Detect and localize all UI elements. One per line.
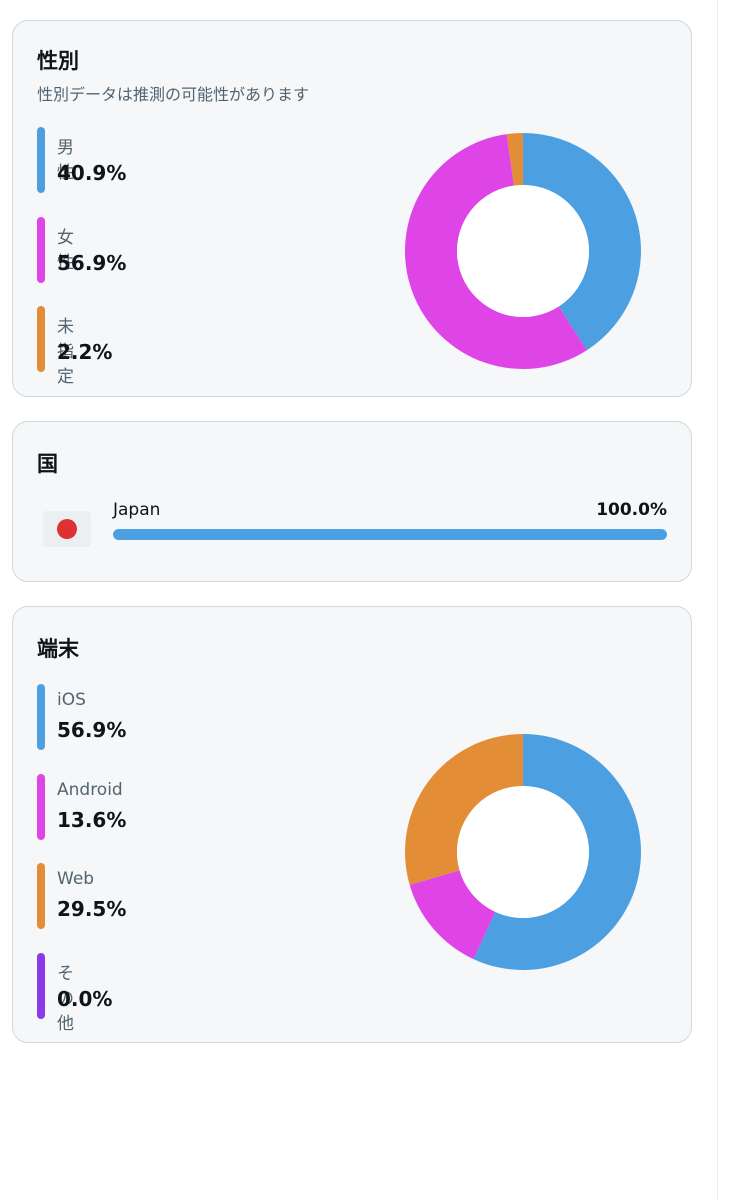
device-legend-item: Android 13.6% bbox=[37, 773, 126, 840]
gender-legend-color-bar bbox=[37, 127, 45, 193]
gender-card: 性別 性別データは推測の可能性があります 男性 40.9% 女性 56.9% 未指定 2.… bbox=[12, 20, 692, 397]
right-divider bbox=[717, 0, 718, 1200]
gender-subtitle: 性別データは推測の可能性があります bbox=[37, 85, 310, 104]
device-legend-color-bar bbox=[37, 863, 45, 929]
device-legend-label: Web bbox=[57, 869, 95, 889]
gender-slice-1 bbox=[523, 133, 641, 351]
gender-title: 性別 bbox=[37, 49, 79, 73]
gender-slice-2 bbox=[405, 134, 587, 369]
gender-legend-label: 男性 bbox=[57, 138, 74, 183]
gender-legend-value: 2.2% bbox=[57, 340, 113, 364]
device-slice-1 bbox=[473, 734, 641, 970]
gender-legend-color-bar bbox=[37, 216, 45, 283]
device-legend-color-bar bbox=[37, 684, 45, 750]
flag-circle bbox=[57, 519, 77, 539]
gender-legend-label: 未指定 bbox=[57, 317, 74, 387]
device-legend-item: iOS 56.9% bbox=[37, 684, 126, 750]
device-slice-3 bbox=[405, 734, 523, 885]
device-legend-value: 13.6% bbox=[57, 807, 127, 832]
gender-legend-value: 40.9% bbox=[57, 161, 127, 185]
gender-legend: 男性 40.9% 女性 56.9% 未指定 2.2% bbox=[37, 127, 126, 396]
device-slice-2 bbox=[409, 870, 496, 960]
gender-legend-color-bar bbox=[37, 306, 45, 372]
gender-donut-chart bbox=[405, 133, 641, 369]
gender-slice-3 bbox=[506, 133, 523, 186]
gender-legend-item: 女性 56.9% bbox=[37, 216, 126, 283]
gender-legend-item: 男性 40.9% bbox=[37, 127, 126, 193]
device-donut-hole bbox=[457, 786, 589, 918]
device-legend-label: その他 bbox=[57, 963, 74, 1034]
country-title: 国 bbox=[37, 452, 58, 476]
device-card: 端末 iOS 56.9% Android 13.6% Web 29.5% その他 0.0% bbox=[12, 606, 692, 1043]
device-legend-value: 29.5% bbox=[57, 897, 127, 921]
gender-legend-value: 56.9% bbox=[57, 250, 127, 275]
device-legend-label: Android bbox=[57, 779, 123, 800]
device-legend-label: iOS bbox=[57, 690, 86, 710]
device-legend-color-bar bbox=[37, 952, 45, 1019]
device-title: 端末 bbox=[37, 637, 79, 661]
country-name: Japan bbox=[113, 500, 161, 520]
country-progress-fill bbox=[113, 529, 667, 540]
device-legend-item: その他 0.0% bbox=[37, 952, 112, 1034]
device-legend-value: 0.0% bbox=[57, 986, 113, 1011]
country-progress-track bbox=[113, 529, 667, 540]
device-legend-item: Web 29.5% bbox=[37, 863, 126, 929]
gender-legend-item: 未指定 2.2% bbox=[37, 306, 112, 387]
device-legend-color-bar bbox=[37, 773, 45, 840]
gender-legend-label: 女性 bbox=[57, 227, 74, 273]
device-legend-value: 56.9% bbox=[57, 718, 127, 742]
japan-flag-icon bbox=[43, 511, 91, 547]
country-card: 国 Japan 100.0% bbox=[12, 421, 692, 582]
country-percent: 100.0% bbox=[596, 500, 667, 520]
gender-donut-hole bbox=[457, 185, 589, 317]
device-donut-chart bbox=[405, 734, 641, 970]
device-legend: iOS 56.9% Android 13.6% Web 29.5% その他 0.0% bbox=[37, 684, 126, 1042]
